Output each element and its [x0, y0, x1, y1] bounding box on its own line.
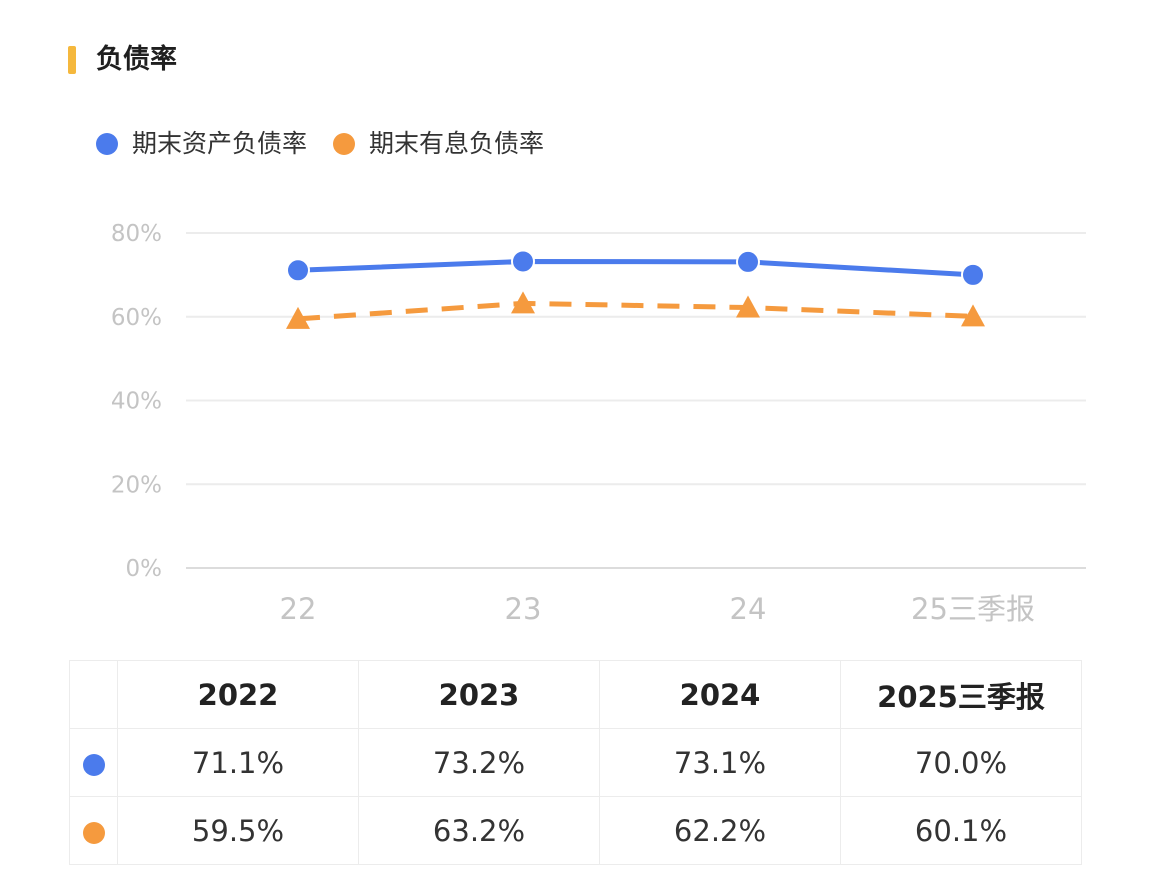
table-row: 59.5% 63.2% 62.2% 60.1% [69, 796, 1082, 865]
table-header-cell: 2022 [117, 660, 359, 729]
legend-item-asset-liability[interactable]: 期末资产负债率 [96, 126, 307, 162]
table-cell: 73.1% [599, 728, 841, 797]
legend-item-interest-bearing[interactable]: 期末有息负债率 [333, 126, 544, 162]
table-cell: 62.2% [599, 796, 841, 865]
legend-marker-blue [96, 133, 118, 155]
x-tick-label: 22 [280, 592, 317, 626]
table-header-row: 2022 2023 2024 2025三季报 [69, 660, 1082, 729]
chart-title: 负债率 [96, 44, 177, 75]
table-cell: 71.1% [117, 728, 359, 797]
data-point-triangle [961, 304, 985, 327]
y-tick-label: 60% [111, 305, 162, 331]
chart-legend: 期末资产负债率 期末有息负债率 [96, 126, 570, 162]
table-corner-cell [69, 660, 118, 729]
x-tick-label: 24 [730, 592, 767, 626]
x-tick-label: 23 [505, 592, 542, 626]
table-header-cell: 2023 [358, 660, 600, 729]
table-cell: 60.1% [840, 796, 1082, 865]
x-tick-label: 25三季报 [911, 592, 1035, 626]
series-marker-blue [82, 753, 105, 776]
y-tick-label: 40% [111, 389, 162, 415]
title-accent-bar [68, 46, 76, 74]
data-point-circle [736, 249, 760, 274]
row-key-cell [69, 796, 118, 865]
y-tick-label: 20% [111, 472, 162, 498]
data-point-triangle [286, 306, 310, 329]
series-marker-orange [82, 821, 105, 844]
data-point-triangle [511, 291, 535, 314]
data-point-circle [511, 249, 535, 274]
series-line-interest-bearing [297, 300, 974, 322]
legend-label: 期末有息负债率 [369, 129, 545, 158]
table-header-cell: 2025三季报 [840, 660, 1082, 729]
legend-label: 期末资产负债率 [132, 129, 308, 158]
table-header-cell: 2024 [599, 660, 841, 729]
y-tick-label: 80% [111, 221, 162, 247]
y-tick-label: 0% [126, 556, 163, 582]
legend-marker-orange [333, 133, 356, 155]
series-line-asset-liability [295, 258, 976, 278]
data-point-circle [286, 258, 310, 283]
table-cell: 73.2% [358, 728, 600, 797]
data-table: 2022 2023 2024 2025三季报 71.1% 73.2% 73.1%… [69, 660, 1082, 865]
table-cell: 59.5% [117, 796, 359, 865]
line-chart: 0% 20% 40% 60% 80% 22 23 24 25三季报 [111, 221, 1086, 626]
data-point-triangle [736, 295, 760, 318]
table-row: 71.1% 73.2% 73.1% 70.0% [69, 728, 1082, 797]
row-key-cell [69, 728, 118, 797]
table-cell: 63.2% [358, 796, 600, 865]
data-point-circle [961, 262, 985, 287]
table-cell: 70.0% [840, 728, 1082, 797]
